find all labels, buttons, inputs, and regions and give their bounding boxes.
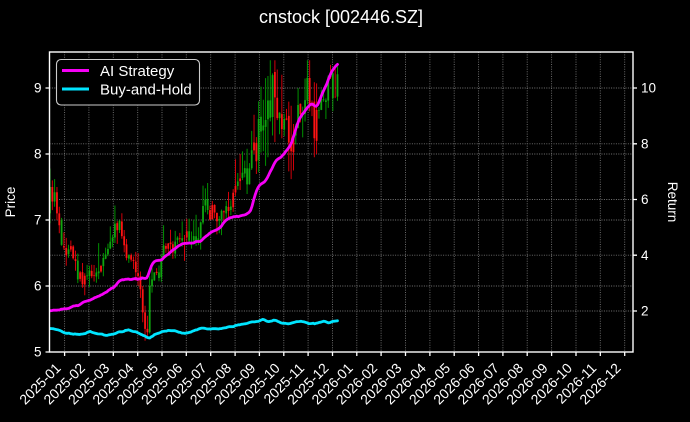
svg-text:4: 4 xyxy=(641,248,649,263)
svg-text:6: 6 xyxy=(641,192,649,207)
svg-text:9: 9 xyxy=(34,81,42,96)
svg-text:8: 8 xyxy=(34,147,42,162)
svg-text:10: 10 xyxy=(641,81,656,96)
svg-text:5: 5 xyxy=(34,345,42,360)
svg-text:cnstock [002446.SZ]: cnstock [002446.SZ] xyxy=(259,7,423,27)
svg-text:Return: Return xyxy=(665,182,680,223)
svg-text:7: 7 xyxy=(34,213,42,228)
svg-text:Price: Price xyxy=(3,187,18,218)
svg-text:8: 8 xyxy=(641,136,649,151)
svg-text:Buy-and-Hold: Buy-and-Hold xyxy=(100,81,192,98)
svg-text:AI Strategy: AI Strategy xyxy=(100,63,175,80)
svg-text:6: 6 xyxy=(34,279,42,294)
svg-text:2: 2 xyxy=(641,304,649,319)
